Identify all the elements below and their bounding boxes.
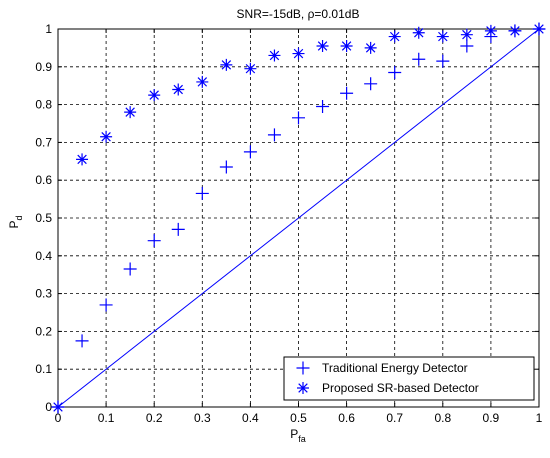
y-tick-label: 0.8: [35, 98, 52, 112]
x-tick-label: 0.4: [242, 411, 259, 425]
legend: Traditional Energy Detector Proposed SR-…: [283, 356, 535, 401]
x-tick-label: 0: [55, 411, 62, 425]
x-tick-label: 0.1: [98, 411, 115, 425]
chart-title: SNR=-15dB, ρ=0.01dB: [237, 7, 360, 21]
data-point-traditional: [340, 86, 354, 100]
y-tick-label: 0.5: [35, 211, 52, 225]
data-point-traditional: [171, 222, 185, 236]
legend-box: [283, 356, 535, 401]
data-point-proposed: [268, 49, 281, 62]
data-point-proposed: [76, 153, 89, 166]
y-axis-label-main: P: [7, 221, 21, 229]
data-point-proposed: [292, 47, 305, 60]
data-point-proposed: [316, 40, 329, 53]
data-point-traditional: [388, 65, 402, 79]
data-point-traditional: [147, 234, 161, 248]
x-axis-label-main: P: [290, 427, 298, 441]
data-point-proposed: [436, 30, 449, 43]
data-point-proposed: [100, 130, 113, 143]
endpoint-marker: [533, 23, 545, 35]
x-tick-label: 0.9: [483, 411, 500, 425]
data-point-proposed: [460, 28, 473, 41]
data-point-traditional: [195, 186, 209, 200]
data-markers: [51, 22, 546, 414]
y-tick-label: 0.4: [35, 249, 52, 263]
x-tick-label: 1: [536, 411, 543, 425]
x-tick-label: 0.5: [290, 411, 307, 425]
y-tick-label: 0.7: [35, 135, 52, 149]
data-point-traditional: [75, 334, 89, 348]
x-tick-labels: 0 0.1 0.2 0.3 0.4 0.5 0.6 0.7 0.8 0.9 1: [55, 411, 543, 425]
y-axis-label-sub: d: [14, 215, 24, 220]
x-axis-label-sub: fa: [298, 434, 306, 444]
data-point-proposed: [244, 62, 257, 75]
x-tick-label: 0.7: [386, 411, 403, 425]
reference-diagonal-line: [57, 28, 540, 408]
legend-marker-plus-glyph: [296, 361, 310, 375]
data-point-proposed: [124, 106, 137, 119]
data-point-traditional: [292, 111, 305, 125]
x-axis-label: Pfa: [290, 427, 306, 444]
legend-label-traditional: Traditional Energy Detector: [322, 361, 468, 375]
data-point-traditional: [460, 39, 474, 53]
legend-marker-asterisk: [297, 382, 309, 394]
data-point-traditional: [316, 99, 330, 113]
data-point-proposed: [148, 89, 161, 102]
y-tick-label: 1: [45, 22, 52, 36]
data-point-proposed: [340, 40, 353, 53]
data-point-proposed: [196, 75, 209, 88]
y-axis-label: Pd: [7, 215, 24, 228]
data-point-proposed: [508, 24, 521, 37]
data-point-traditional: [243, 145, 257, 159]
y-tick-labels: 0 0.1 0.2 0.3 0.4 0.5 0.6 0.7 0.8 0.9 1: [35, 22, 52, 414]
legend-label-proposed: Proposed SR-based Detector: [322, 381, 479, 395]
data-point-proposed: [484, 24, 497, 37]
data-point-traditional: [436, 54, 450, 68]
y-tick-label: 0: [45, 400, 52, 414]
data-point-traditional: [412, 52, 426, 66]
y-tick-label: 0.3: [35, 287, 52, 301]
y-tick-label: 0.1: [35, 362, 52, 376]
endpoint-marker: [52, 401, 64, 413]
data-point-traditional: [267, 128, 281, 142]
y-tick-label: 0.9: [35, 60, 52, 74]
data-point-proposed: [412, 26, 425, 39]
x-tick-label: 0.3: [194, 411, 211, 425]
x-tick-label: 0.2: [146, 411, 163, 425]
data-point-proposed: [388, 30, 401, 43]
data-point-traditional: [219, 160, 233, 174]
legend-marker-plus: [296, 361, 310, 375]
x-tick-label: 0.6: [338, 411, 355, 425]
y-tick-label: 0.2: [35, 324, 52, 338]
x-tick-label: 0.8: [434, 411, 451, 425]
data-point-proposed: [220, 58, 233, 71]
data-point-proposed: [364, 41, 377, 54]
data-point-proposed: [172, 83, 185, 96]
legend-marker-asterisk-glyph: [297, 382, 309, 394]
y-tick-label: 0.6: [35, 173, 52, 187]
data-point-traditional: [123, 262, 137, 276]
data-point-traditional: [364, 77, 378, 91]
data-point-traditional: [99, 298, 113, 312]
